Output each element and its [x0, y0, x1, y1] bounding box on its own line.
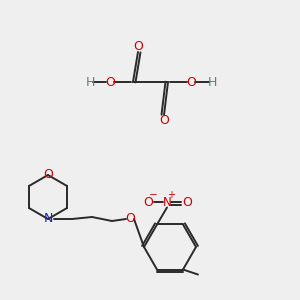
- Text: −: −: [148, 190, 158, 200]
- Text: O: O: [143, 196, 153, 209]
- Text: N: N: [163, 196, 171, 209]
- Text: N: N: [43, 212, 53, 226]
- Text: O: O: [182, 196, 192, 209]
- Text: O: O: [159, 115, 169, 128]
- Text: O: O: [125, 212, 135, 226]
- Text: H: H: [207, 76, 217, 88]
- Text: O: O: [43, 169, 53, 182]
- Text: +: +: [167, 190, 175, 200]
- Text: O: O: [186, 76, 196, 88]
- Text: O: O: [105, 76, 115, 88]
- Text: H: H: [85, 76, 95, 88]
- Text: O: O: [133, 40, 143, 53]
